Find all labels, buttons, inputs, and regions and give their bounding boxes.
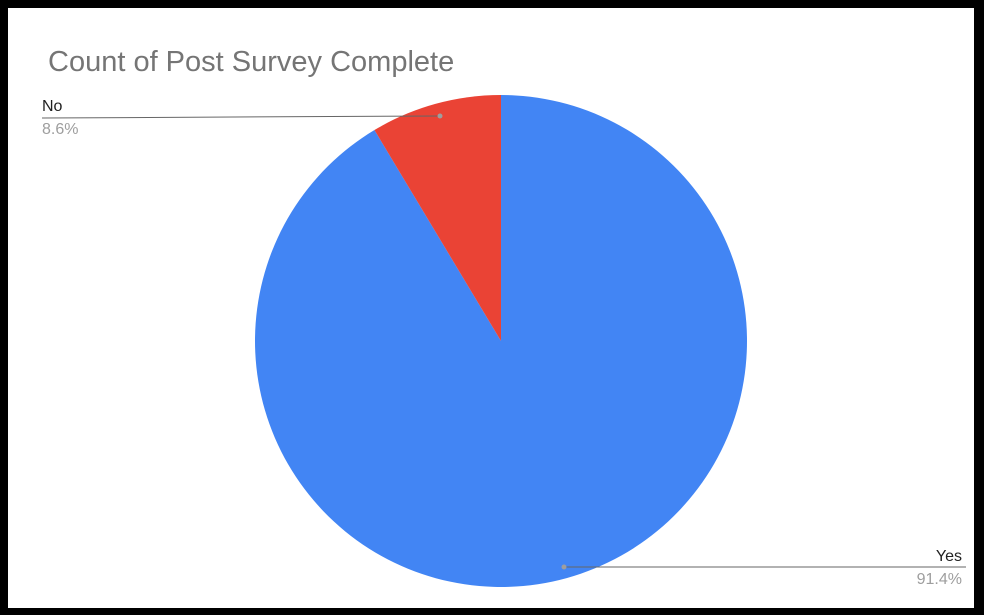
slice-percent-yes: 91.4% <box>917 571 962 588</box>
leader-dot-no <box>437 113 443 119</box>
chart-frame: Count of Post Survey Complete Yes 91.4% No… <box>8 8 974 608</box>
slice-label-no: No <box>42 98 63 115</box>
chart-title: Count of Post Survey Complete <box>48 46 455 78</box>
slice-label-yes: Yes <box>936 548 962 565</box>
pie-slice-no[interactable] <box>374 95 501 341</box>
pie-slices <box>254 95 748 587</box>
leader-dot-yes <box>561 564 567 570</box>
pie-labels: Yes 91.4% No 8.6% <box>41 98 966 588</box>
leader-line-no <box>41 115 441 119</box>
slice-percent-no: 8.6% <box>42 121 78 138</box>
pie-chart: Yes 91.4% No 8.6% <box>41 95 966 588</box>
